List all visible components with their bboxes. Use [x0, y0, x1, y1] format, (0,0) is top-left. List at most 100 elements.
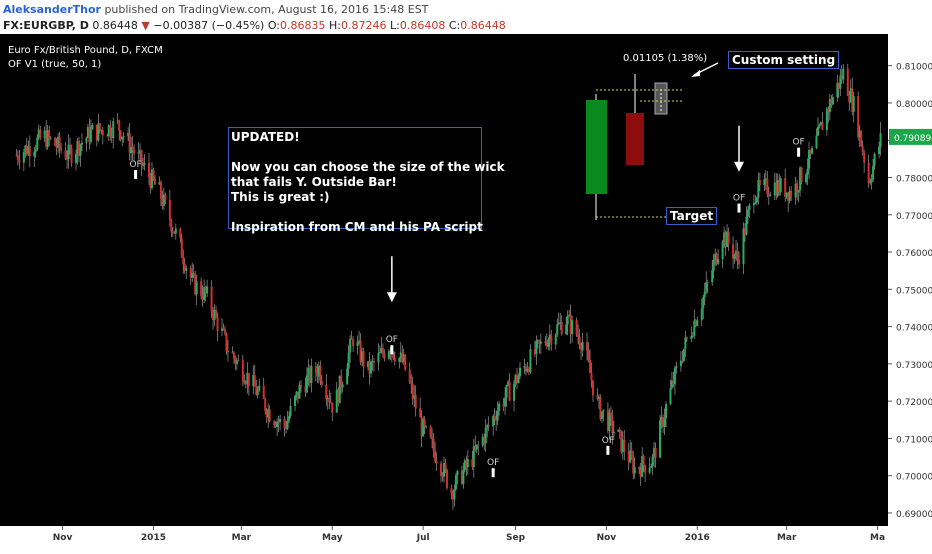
- candle-body: [237, 360, 240, 362]
- candle-body: [422, 419, 425, 437]
- candle-body: [267, 409, 270, 418]
- candle-body: [410, 381, 413, 384]
- candle-body: [298, 384, 301, 399]
- candle-body: [22, 152, 25, 163]
- candle-body: [88, 126, 91, 142]
- of-marker-bar: [491, 468, 495, 478]
- candle-body: [399, 352, 402, 359]
- candle-body: [221, 328, 223, 331]
- candle-body: [609, 412, 612, 417]
- candle-body: [529, 349, 532, 373]
- candle-body: [372, 361, 375, 363]
- candle-body: [18, 159, 21, 163]
- candle-body: [589, 359, 592, 373]
- candle-body: [112, 121, 115, 138]
- candle-body: [505, 384, 508, 398]
- candle-body: [381, 348, 384, 354]
- candle-body: [535, 340, 538, 355]
- candle-body: [451, 492, 454, 500]
- candle-body: [663, 418, 666, 428]
- candle-body: [76, 140, 79, 155]
- candle-body: [763, 179, 766, 185]
- publish-line: AleksanderThor published on TradingView.…: [3, 3, 428, 16]
- candle-body: [149, 176, 152, 189]
- candle-body: [246, 372, 249, 384]
- candle-body: [650, 465, 653, 468]
- candle-body: [665, 404, 667, 419]
- candle-body: [234, 358, 237, 364]
- y-tick-label: 0.73000: [896, 361, 932, 371]
- price-axis-bg: [888, 34, 932, 550]
- candle-body: [326, 397, 329, 400]
- candle-body: [514, 374, 517, 384]
- candle-body: [252, 374, 255, 387]
- candle-body: [24, 145, 27, 153]
- candle-body: [462, 470, 465, 484]
- x-tick-label: Nov: [597, 533, 617, 543]
- candle-body: [97, 123, 100, 141]
- time-axis[interactable]: Nov 2015 Mar May Jul Sep Nov 2016 Mar Ma: [0, 526, 888, 550]
- candle-body: [851, 88, 854, 112]
- candle-body: [107, 125, 110, 137]
- candle-body: [872, 165, 875, 180]
- candle-body: [477, 444, 480, 446]
- candle-body: [498, 403, 501, 411]
- candle-body: [58, 136, 61, 149]
- candle-body: [726, 231, 729, 247]
- candle-body: [213, 309, 216, 321]
- candle-body: [170, 220, 173, 232]
- current-price-badge: [889, 128, 932, 145]
- candle-body: [337, 389, 340, 404]
- y-tick-label: 0.69000: [896, 510, 932, 520]
- candle-body: [39, 129, 42, 139]
- open-label: O:: [267, 19, 280, 32]
- candle-body: [600, 411, 603, 420]
- candle-body: [308, 368, 311, 383]
- candle-body: [256, 390, 259, 396]
- candle-body: [849, 88, 852, 103]
- of-marker-label: OF: [386, 335, 398, 345]
- candle-body: [711, 270, 714, 283]
- candle-body: [633, 467, 636, 474]
- candle-body: [539, 341, 542, 344]
- candle-body: [100, 130, 103, 132]
- candle-body: [80, 142, 83, 145]
- of-marker-label: OF: [487, 458, 499, 468]
- candle-body: [873, 153, 876, 166]
- candle-body: [651, 456, 654, 466]
- candle-body: [492, 416, 495, 427]
- candle-body: [533, 349, 536, 355]
- candle-body: [206, 286, 209, 294]
- candle-body: [721, 242, 724, 260]
- candle-body: [630, 450, 633, 458]
- symbol-label[interactable]: FX:EURGBP, D: [3, 19, 89, 32]
- candle-body: [758, 179, 761, 185]
- close-value: 0.86448: [460, 19, 506, 32]
- candle-body: [77, 140, 80, 156]
- candle-body: [356, 342, 359, 347]
- candle-body: [662, 417, 665, 428]
- candle-body: [825, 108, 828, 131]
- candle-body: [790, 190, 793, 198]
- candle-body: [361, 351, 364, 362]
- candle-body: [454, 475, 457, 490]
- candle-body: [440, 463, 443, 476]
- candle-body: [571, 320, 574, 335]
- candle-body: [591, 380, 594, 396]
- candle-body: [773, 182, 776, 196]
- candle-body: [244, 383, 247, 385]
- candle-body: [443, 462, 445, 477]
- author-link[interactable]: AleksanderThor: [3, 3, 101, 16]
- candle-body: [816, 126, 819, 136]
- candle-body: [755, 197, 758, 203]
- candle-body: [419, 408, 422, 418]
- candle-body: [432, 439, 435, 451]
- price-axis[interactable]: 0.810000.800000.790000.780000.770000.760…: [888, 34, 932, 550]
- candle-body: [338, 375, 341, 404]
- candle-body: [48, 130, 51, 138]
- candle-body: [460, 470, 463, 484]
- candle-body: [45, 130, 48, 148]
- candle-body: [517, 376, 520, 384]
